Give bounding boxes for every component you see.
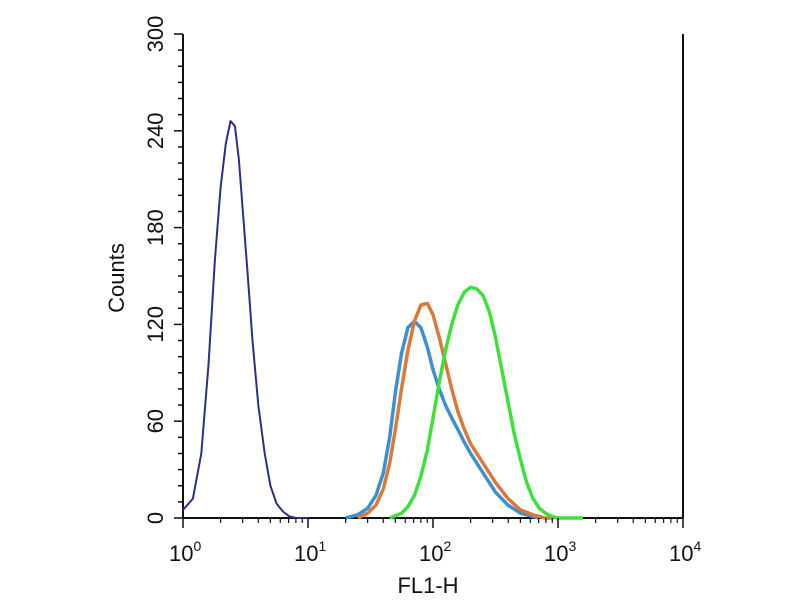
plot-frame	[182, 34, 684, 519]
y-tick-label: 300	[143, 16, 168, 53]
x-tick-label: 102	[419, 538, 451, 566]
x-tick-label: 101	[294, 538, 326, 566]
x-tick-label: 103	[544, 538, 576, 566]
x-axis-ticks: 100 101 102 103 104	[169, 518, 701, 566]
y-axis-ticks: 0 60 120 180 240 300	[143, 16, 183, 524]
y-tick-label: 0	[143, 512, 168, 524]
series-line-1	[182, 120, 308, 519]
x-axis-title: FL1-H	[397, 573, 458, 598]
y-tick-label: 60	[143, 409, 168, 433]
x-tick-label: 104	[669, 538, 701, 566]
series-line-4	[389, 285, 583, 520]
y-tick-label: 120	[143, 306, 168, 343]
x-tick-label: 100	[169, 538, 201, 566]
y-tick-label: 240	[143, 112, 168, 149]
series-line-3	[356, 301, 553, 520]
y-axis-title: Counts	[104, 243, 129, 313]
series-layer	[182, 120, 583, 520]
series-line-2	[345, 319, 540, 520]
y-tick-label: 180	[143, 209, 168, 246]
